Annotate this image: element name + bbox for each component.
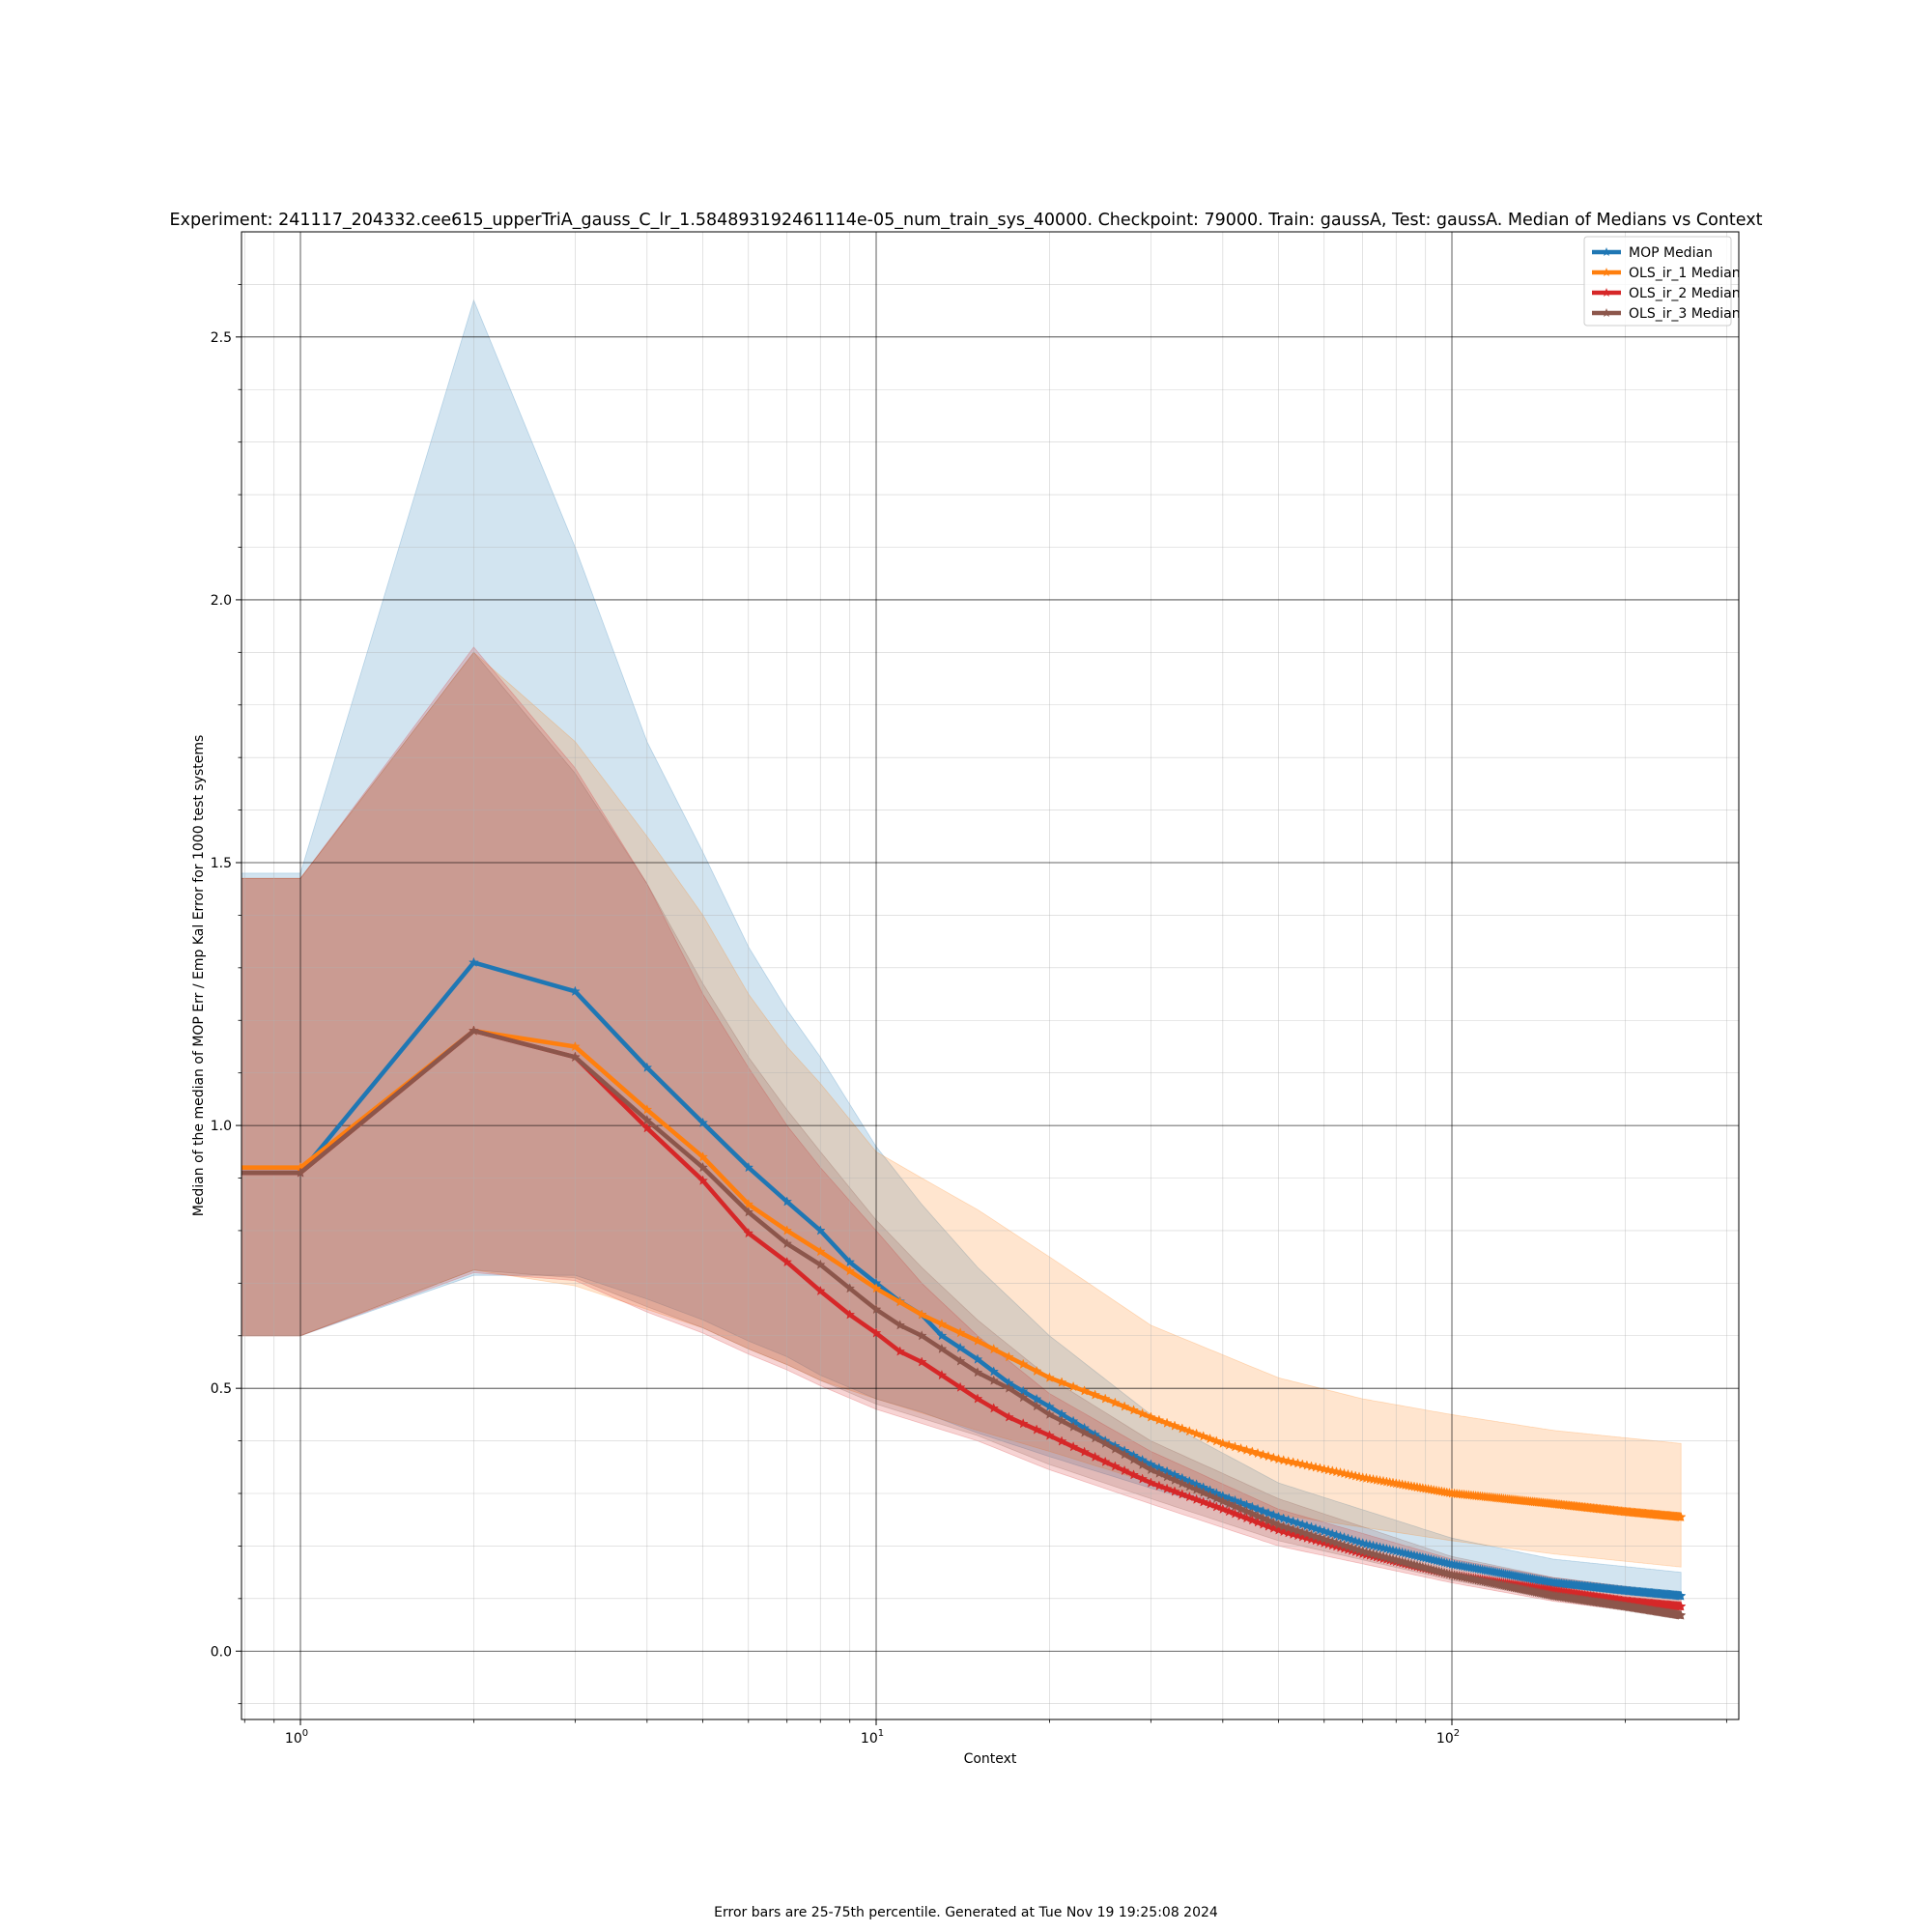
legend-label: OLS_ir_3 Median xyxy=(1629,306,1741,322)
footnote: Error bars are 25-75th percentile. Gener… xyxy=(714,1905,1218,1920)
series-lines xyxy=(242,956,1687,1620)
legend-marker xyxy=(1602,268,1611,276)
y-axis-label: Median of the median of MOP Err / Emp Ka… xyxy=(191,735,207,1217)
legend-label: OLS_ir_1 Median xyxy=(1629,266,1741,281)
percentile-bands xyxy=(241,298,1682,1618)
y-tick-label: 0.0 xyxy=(211,1644,232,1660)
legend-box xyxy=(1583,236,1732,327)
chart-title: Experiment: 241117_204332.cee615_upperTr… xyxy=(170,211,1763,230)
percentile-band xyxy=(241,651,1682,1568)
x-tick-label: 102 xyxy=(1436,1728,1460,1747)
y-tick-label: 2.5 xyxy=(211,330,232,346)
legend-marker xyxy=(1602,288,1611,297)
legend: MOP Median OLS_ir_1 Median OLS_ir_2 Median… xyxy=(1583,236,1741,327)
y-tick-label: 2.0 xyxy=(211,593,232,609)
y-tick-label: 1.5 xyxy=(211,856,232,871)
y-tick-label: 0.5 xyxy=(211,1381,232,1397)
grid-lines xyxy=(242,232,1739,1719)
y-axis-ticks: 0.0 0.5 1.0 1.5 2.0 2.5 xyxy=(211,284,242,1705)
x-tick-label: 101 xyxy=(861,1728,884,1747)
legend-marker xyxy=(1602,247,1611,256)
x-tick-label: 100 xyxy=(285,1728,308,1747)
series-markers xyxy=(295,1025,1687,1620)
legend-label: MOP Median xyxy=(1629,245,1713,261)
x-axis-label: Context xyxy=(964,1751,1017,1767)
legend-marker xyxy=(1602,308,1611,317)
plot-frame xyxy=(241,231,1740,1720)
legend-label: OLS_ir_2 Median xyxy=(1629,286,1741,301)
y-tick-label: 1.0 xyxy=(211,1119,232,1134)
x-axis-ticks: 100 101 102 xyxy=(243,1719,1727,1747)
